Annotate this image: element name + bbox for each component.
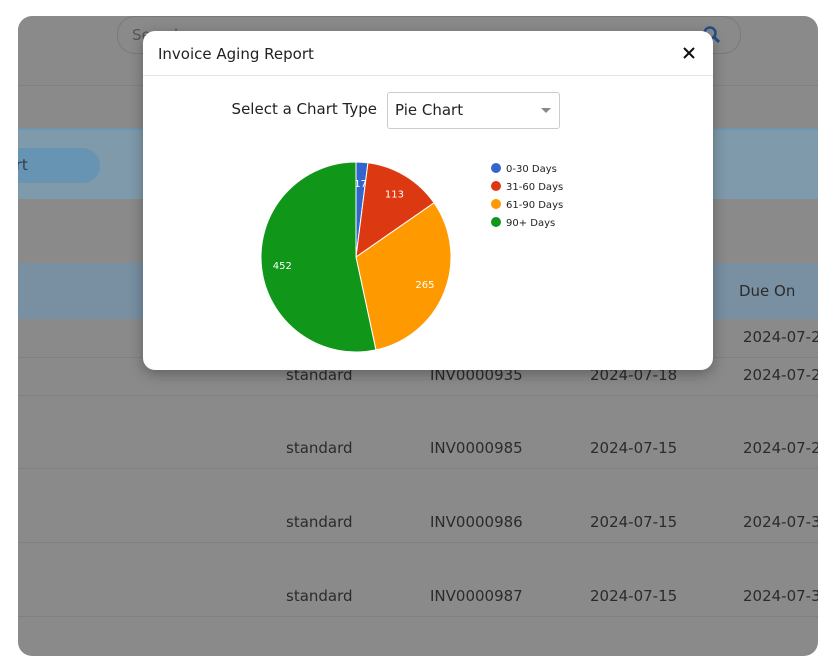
legend-label: 0-30 Days — [506, 164, 557, 175]
modal-divider — [143, 75, 713, 76]
pie-chart: 17 113 265 452 0-30 Days 31-60 Days 61-90 Days… — [260, 161, 563, 353]
pie-slice — [355, 162, 435, 259]
table-cell: standard — [286, 513, 353, 531]
slice-label: 113 — [385, 190, 404, 201]
chart-type-select[interactable]: Pie Chart — [387, 92, 560, 129]
legend-swatch — [491, 181, 501, 191]
table-cell: 2024-07-18 — [590, 366, 678, 384]
table-cell: 2024-07-15 — [590, 439, 678, 457]
table-cell: 2024-07-22 — [743, 439, 818, 457]
legend-swatch — [491, 217, 501, 227]
table-cell: INV0000987 — [430, 587, 523, 605]
select-value: Pie Chart — [395, 101, 464, 119]
pie-slice — [260, 161, 377, 353]
dropdown-arrow — [541, 108, 551, 113]
row-divider — [18, 542, 818, 543]
table-cell: standard — [286, 366, 353, 384]
close-button[interactable] — [683, 47, 695, 59]
row-divider — [18, 468, 818, 469]
row-divider — [18, 616, 818, 617]
table-cell: 2024-07-15 — [590, 513, 678, 531]
table-cell: INV0000935 — [430, 366, 523, 384]
legend-label: 31-60 Days — [506, 182, 563, 193]
table-cell: 2024-07-26 — [743, 328, 818, 346]
legend-swatch — [491, 199, 501, 209]
legend-swatch — [491, 163, 501, 173]
modal-title: Invoice Aging Report — [158, 45, 314, 63]
row-divider — [18, 395, 818, 396]
legend-label: 90+ Days — [506, 218, 555, 229]
select-label: Select a Chart Type — [231, 100, 377, 118]
table-cell: 2024-07-30 — [743, 587, 818, 605]
slice-label: 265 — [415, 280, 434, 291]
table-cell: 2024-07-15 — [590, 587, 678, 605]
button-label: Report — [18, 156, 28, 174]
legend-label: 61-90 Days — [506, 200, 563, 211]
report-button[interactable]: Report — [18, 148, 100, 183]
pie-slice — [355, 202, 452, 351]
table-cell: standard — [286, 439, 353, 457]
table-cell: INV0000986 — [430, 513, 523, 531]
header-due-on: Due On — [739, 282, 796, 300]
slice-label: 452 — [273, 261, 292, 272]
table-cell: 2024-07-26 — [743, 366, 818, 384]
modal: Invoice Aging Report Select a Chart Type… — [143, 31, 713, 370]
slice-label: 17 — [354, 179, 367, 190]
table-cell: INV0000985 — [430, 439, 523, 457]
table-cell: 2024-07-30 — [743, 513, 818, 531]
table-cell: standard — [286, 587, 353, 605]
